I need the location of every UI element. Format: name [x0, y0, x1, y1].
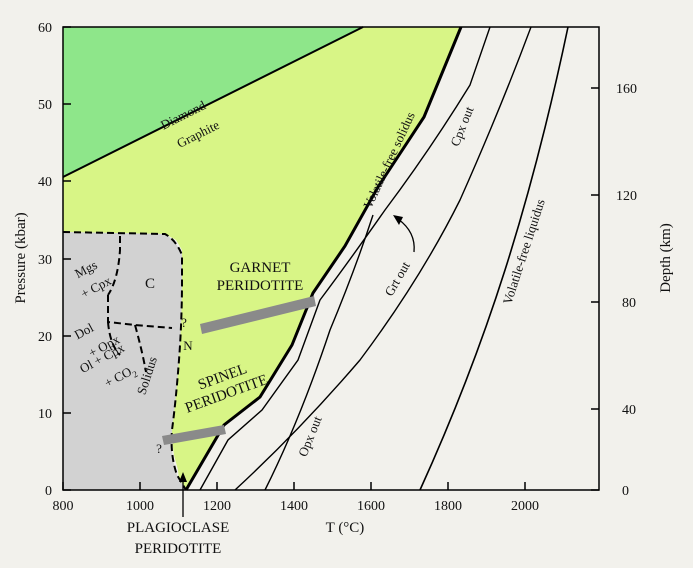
- x-tick: 1400: [280, 499, 308, 514]
- y-axis-title: Pressure (kbar): [13, 212, 29, 303]
- x-tick: 1200: [203, 499, 231, 514]
- depth-tick: 120: [616, 189, 637, 204]
- depth-tick: 40: [622, 403, 636, 418]
- liquidus-curve: [419, 26, 569, 491]
- question-mark-lower: ?: [156, 441, 162, 456]
- n-gray-bar: [200, 296, 316, 334]
- grt-out-arrowhead: [393, 215, 403, 225]
- x-tick: 800: [53, 499, 74, 514]
- x-tick: 2000: [511, 499, 539, 514]
- grt-out-pointer: [397, 218, 415, 253]
- x-tick: 1800: [434, 499, 462, 514]
- plagioclase-label-line1: PLAGIOCLASE: [127, 520, 230, 536]
- diamond-graphite-line: [62, 26, 364, 178]
- y-tick: 10: [38, 407, 52, 422]
- volatile-free-liquidus-label: Volatile-free liquidus: [500, 197, 548, 306]
- grt-out-label: Grt out: [381, 259, 413, 299]
- n-label: N: [183, 338, 193, 353]
- co2-subscript: 2: [131, 369, 140, 380]
- depth-tick: 0: [622, 484, 629, 499]
- x-tick: 1600: [357, 499, 385, 514]
- x-tick: 1000: [126, 499, 154, 514]
- carbonate-solidus-dashed: [62, 231, 187, 491]
- mgs-dol-boundary: [107, 236, 121, 296]
- garnet-label-line1: GARNET: [230, 260, 291, 276]
- peridotite-field: [63, 27, 461, 490]
- x-axis-title: T (°C): [326, 520, 365, 536]
- volatile-free-solidus-line: [184, 26, 463, 491]
- dol-boundary-c: [134, 324, 147, 373]
- garnet-out-curve: [199, 26, 491, 491]
- opx-out-curve: [264, 214, 374, 491]
- opx-out-label: Opx out: [295, 414, 325, 459]
- cpx-out-label: Cpx out: [447, 104, 477, 148]
- y-tick: 0: [45, 484, 52, 499]
- y-tick: 60: [38, 21, 52, 36]
- y-tick: 30: [38, 253, 52, 268]
- y-tick: 40: [38, 175, 52, 190]
- depth-tick: 80: [622, 296, 636, 311]
- lower-gray-bar: [162, 425, 226, 445]
- question-mark-upper: ?: [181, 315, 187, 330]
- garnet-label-line2: PERIDOTITE: [217, 278, 304, 294]
- plagioclase-label-line2: PERIDOTITE: [135, 541, 222, 557]
- dol-boundary-a: [107, 295, 173, 329]
- cpx-out-curve: [234, 26, 532, 491]
- y-tick: 50: [38, 98, 52, 113]
- plagioclase-arrowhead: [179, 472, 187, 482]
- dol-boundary-b: [107, 321, 121, 356]
- y-tick: 20: [38, 330, 52, 345]
- c-label: C: [145, 276, 155, 292]
- depth-tick: 160: [616, 82, 637, 97]
- carbonate-peridotite-field: [63, 232, 186, 490]
- y2-axis-title: Depth (km): [658, 223, 674, 293]
